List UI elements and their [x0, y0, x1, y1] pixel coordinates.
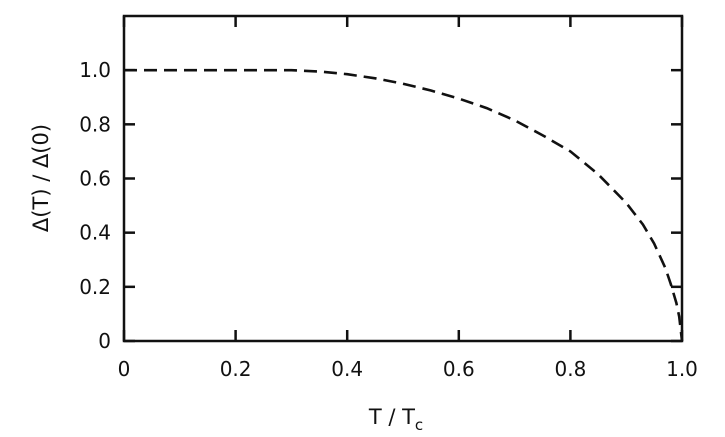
- x-tick-label: 0.4: [331, 357, 363, 381]
- x-tick-label: 0: [118, 357, 131, 381]
- y-axis-title: Δ(T) / Δ(0): [29, 124, 53, 232]
- x-axis-title: T / Tc: [368, 405, 423, 434]
- x-tick-label: 0.6: [443, 357, 475, 381]
- gap-curve-series: [124, 68, 684, 342]
- y-tick-label: 0.8: [79, 112, 111, 136]
- plot-frame: [122, 14, 684, 343]
- x-tick-label: 0.2: [220, 357, 252, 381]
- x-tick-label: 1.0: [666, 357, 698, 381]
- y-tick-label: 1.0: [79, 58, 111, 82]
- x-axis-title-subscript: c: [415, 416, 423, 434]
- y-tick-label: 0: [98, 329, 111, 353]
- tick-marks: [122, 16, 684, 343]
- x-tick-label: 0.8: [554, 357, 586, 381]
- tick-labels: 0 0.2 0.4 0.6 0.8 1.0 0 0.2 0.4 0.6 0.8 1.0: [79, 58, 698, 381]
- y-tick-label: 0.4: [79, 221, 111, 245]
- y-tick-label: 0.6: [79, 167, 111, 191]
- y-tick-label: 0.2: [79, 275, 111, 299]
